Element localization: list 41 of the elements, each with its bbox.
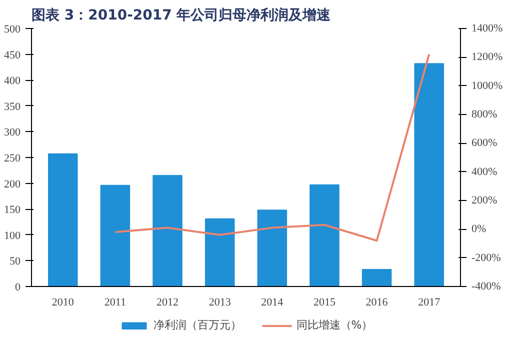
bar: [48, 153, 78, 286]
y2-tick-label: -200%: [472, 252, 501, 264]
y2-tick-label: -400%: [472, 280, 501, 292]
y2-tick-label: 1200%: [472, 51, 503, 64]
y-tick-label: 50: [10, 256, 21, 268]
y-tick-label: 150: [4, 204, 21, 216]
y-tick-label: 250: [4, 152, 21, 164]
bar: [310, 184, 340, 286]
y2-tick-label: 1400%: [472, 22, 503, 34]
y-tick-label: 500: [4, 24, 21, 36]
y-tick-label: 200: [4, 178, 21, 190]
x-tick-label: 2010: [52, 296, 74, 308]
y2-tick-label: 1000%: [472, 80, 503, 92]
y-tick-label: 100: [4, 230, 21, 242]
x-tick-label: 2015: [313, 296, 336, 308]
x-tick-label: 2014: [261, 296, 284, 308]
bar: [414, 63, 444, 286]
x-tick-label: 2011: [104, 296, 126, 308]
line-series: [114, 53, 430, 242]
y2-tick-label: 0%: [472, 223, 486, 236]
chart-title: 图表 3：2010-2017 年公司归母净利润及增速: [32, 6, 332, 24]
bar: [204, 218, 235, 286]
y-tick-label: 450: [4, 49, 21, 62]
y-tick-label: 300: [4, 126, 21, 139]
bar: [100, 184, 130, 286]
y2-tick-label: 400%: [472, 166, 498, 178]
y-tick-label: 350: [4, 100, 21, 113]
y-tick-label: 400: [4, 75, 21, 88]
x-tick-label: 2013: [208, 296, 232, 308]
x-tick-label: 2017: [418, 296, 441, 308]
y-tick-label: 0: [15, 282, 21, 294]
legend-label: 净利润（百万元）: [153, 318, 242, 332]
y2-tick-label: 800%: [472, 108, 498, 120]
bar: [152, 175, 182, 286]
y2-tick-label: 200%: [472, 194, 498, 206]
legend-label: 同比增速（%）: [296, 318, 373, 332]
bar: [362, 268, 392, 286]
x-tick-label: 2012: [156, 296, 179, 308]
y2-tick-label: 600%: [472, 137, 498, 150]
bar: [257, 210, 288, 286]
x-tick-label: 2016: [366, 296, 388, 308]
